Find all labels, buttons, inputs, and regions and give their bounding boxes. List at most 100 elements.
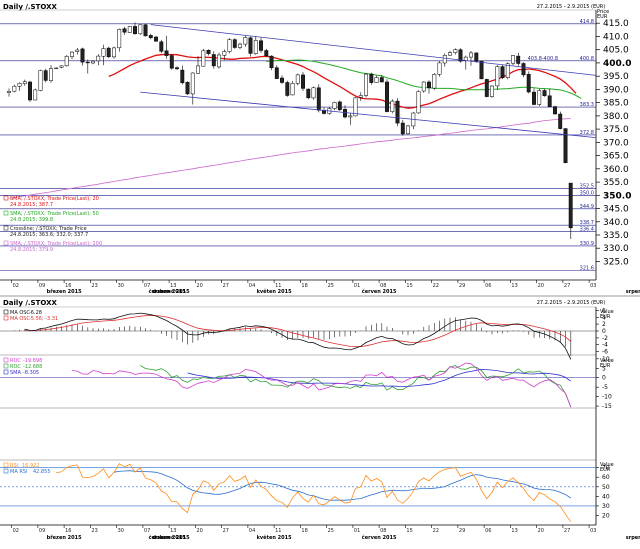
candle-5 [33, 88, 38, 101]
candle-81 [432, 73, 437, 90]
ind-month-label-0: březen 2015 [47, 534, 82, 541]
price-tick-label-370: 370.0 [603, 138, 629, 148]
candle-84 [448, 50, 452, 56]
candle-97 [516, 52, 521, 66]
main-month-label-2: květen 2015 [257, 288, 292, 295]
candle-body [180, 69, 185, 84]
main-panel-title: Daily /.STOXX [3, 3, 57, 11]
rsi-value-ticks: 70 60 50 40 30 20 [596, 465, 610, 519]
candle-body [400, 122, 405, 135]
main-panel-unit-top: Price [597, 9, 609, 15]
ind-day-label-21: 27 [564, 528, 570, 534]
candle-body [248, 37, 253, 54]
candle-body [453, 49, 458, 53]
candle-body [101, 48, 106, 57]
rsi-ma-line [113, 470, 572, 501]
price-tick-label-415: 415.0 [603, 19, 629, 29]
level-label-9: 330.9 [580, 241, 594, 247]
ind-day-label-0: 02 [13, 528, 19, 534]
candle-body [269, 55, 274, 68]
roc-unit-top: Value [600, 358, 614, 364]
macd-unit-top: Value [600, 309, 614, 315]
rsi-tick-label-50: 50 [602, 484, 610, 491]
candle-body [106, 47, 111, 58]
legend-sma50-name: SMA; /.STOXX; Trade Price(Last); 50 [10, 211, 99, 217]
candle-body [148, 35, 153, 39]
candle-70 [374, 75, 379, 83]
main-day-label-19: 13 [511, 283, 517, 289]
candle-body [537, 90, 542, 105]
candle-body [28, 81, 32, 101]
candle-89 [474, 52, 479, 63]
candle-43 [232, 38, 237, 49]
ind-day-label-18: 06 [485, 528, 491, 534]
candle-body [7, 91, 11, 93]
candle-body [138, 24, 143, 35]
candle-82 [437, 61, 442, 77]
main-day-label-11: 18 [301, 283, 307, 289]
ind-day-label-8: 27 [223, 528, 229, 534]
candle-91 [484, 78, 489, 98]
indicator-date-axis: 02 09 16 23 30 07 13 20 27 04 11 18 25 01 08 15 22 29 06 13… [11, 525, 640, 541]
candle-body [38, 70, 43, 91]
main-month-label-1: duben 2015 [152, 289, 186, 295]
candle-11 [64, 55, 69, 67]
candle-78 [416, 90, 421, 114]
macd-main-line [24, 312, 572, 360]
candle-body [484, 79, 489, 97]
candle-69 [369, 72, 374, 85]
ind-day-label-22: 03 [590, 528, 596, 534]
main-panel-unit-bottom: EUR [597, 14, 608, 20]
legend-entry-sma50: SMA; /.STOXX; Trade Price(Last); 50 24.8… [3, 210, 99, 223]
level-label-6: 344.9 [580, 204, 594, 210]
candle-40 [217, 52, 221, 69]
candle-96 [511, 55, 515, 66]
candle-75 [400, 119, 405, 136]
ind-day-label-14: 08 [380, 528, 386, 534]
candle-body [568, 182, 573, 229]
price-tick-label-405: 405.0 [603, 46, 629, 56]
candle-9 [54, 67, 59, 70]
indicator-panel-date-range: 27.2.2015 - 2.9.2015 (EUR) [537, 300, 606, 306]
candle-body [385, 81, 389, 112]
level-label-0: 414.8 [580, 19, 594, 25]
candle-body [91, 60, 95, 64]
candle-body [85, 61, 90, 64]
ind-day-label-19: 13 [511, 528, 517, 534]
candle-body [112, 47, 116, 58]
candle-body [505, 63, 510, 78]
candle-56 [301, 71, 305, 91]
candle-13 [75, 47, 80, 55]
candle-104 [553, 105, 557, 115]
macd-lines [0, 312, 596, 360]
legend-sma20-last: 24.8.2015; 387.7 [10, 202, 53, 208]
candle-67 [358, 92, 363, 102]
candle-29 [159, 39, 164, 54]
macd-legend-1-last: -6.28 [29, 310, 42, 316]
roc-line-2 [140, 365, 572, 408]
candle-50 [269, 55, 274, 71]
candle-35 [190, 72, 195, 105]
macd-tick-label-2: 2 [602, 321, 606, 328]
candle-body [196, 65, 200, 74]
candle-38 [206, 49, 211, 56]
candle-93 [495, 65, 500, 90]
candle-body [311, 87, 316, 99]
candle-4 [28, 80, 32, 102]
candle-79 [421, 81, 426, 93]
trend-channel [140, 24, 597, 138]
main-day-label-12: 25 [328, 283, 334, 289]
ind-day-label-17: 29 [459, 528, 465, 534]
candle-body [280, 77, 284, 83]
candle-body [285, 82, 290, 96]
candle-body [259, 40, 263, 51]
roc-line-1 [71, 362, 572, 408]
rsi-tick-label-30: 30 [602, 503, 610, 510]
candle-body [201, 50, 206, 67]
rsi-legend-swatch-2 [3, 468, 9, 474]
candle-body [432, 74, 437, 89]
main-day-label-14: 08 [380, 283, 386, 289]
candle-64 [343, 105, 347, 119]
level-label-10: 321.6 [580, 266, 594, 272]
